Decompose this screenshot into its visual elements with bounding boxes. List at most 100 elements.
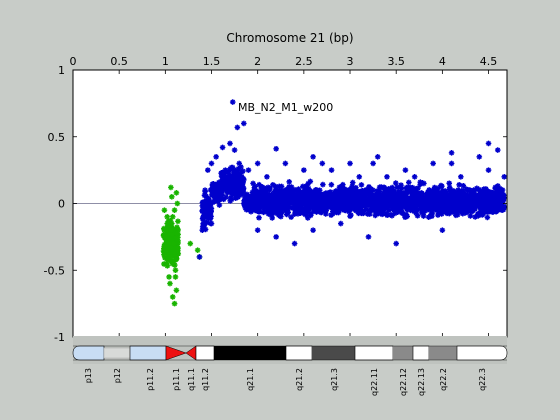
blue-series-point — [252, 207, 259, 214]
blue-series-point — [349, 179, 356, 186]
blue-series-point — [228, 180, 234, 187]
blue-series-point — [244, 200, 250, 207]
blue-series-point — [337, 220, 344, 227]
blue-series-point — [318, 203, 325, 209]
blue-series-point — [320, 181, 326, 188]
blue-series-point — [416, 200, 423, 207]
blue-series-point — [332, 188, 339, 194]
green-series-point — [171, 300, 178, 307]
blue-series-point — [227, 184, 234, 191]
blue-series-point — [462, 206, 468, 213]
blue-series-point — [278, 187, 284, 194]
blue-series-point — [456, 181, 462, 188]
blue-series-point — [304, 189, 310, 196]
band-p13 — [72, 345, 105, 361]
series-annotation: MB_N2_M1_w200 — [238, 101, 333, 114]
blue-series-point — [344, 193, 351, 200]
x-tick-label: 0 — [70, 55, 77, 68]
blue-series-point — [270, 198, 276, 204]
blue-series-point — [456, 207, 463, 213]
band-label: q22.11 — [370, 368, 379, 396]
blue-series-point — [459, 197, 466, 203]
band-label: q22.2 — [439, 368, 448, 391]
blue-series-point — [261, 208, 268, 215]
blue-series-point — [477, 192, 483, 198]
blue-series-point — [494, 147, 501, 153]
blue-series-point — [329, 201, 336, 207]
blue-series-point — [269, 202, 275, 209]
blue-series-point — [358, 188, 365, 194]
band-p12 — [103, 347, 131, 359]
blue-series-point — [361, 200, 367, 207]
blue-series-point — [348, 205, 355, 212]
blue-series-point — [243, 193, 250, 199]
blue-series-point — [376, 200, 383, 206]
blue-series-point — [459, 210, 466, 217]
blue-series-point — [426, 204, 432, 211]
blue-series-point — [311, 207, 317, 213]
blue-series-point — [242, 196, 248, 203]
blue-series-point — [363, 207, 369, 213]
band-q22-11 — [354, 345, 394, 361]
blue-series-point — [305, 185, 312, 192]
blue-series-point — [302, 194, 309, 201]
green-series-point — [169, 294, 176, 300]
blue-series-point — [301, 167, 307, 173]
x-tick-label: 2 — [254, 55, 261, 68]
blue-series-point — [456, 190, 462, 197]
band-q21-2 — [285, 345, 313, 361]
blue-series-point — [420, 213, 427, 219]
blue-series-point — [337, 203, 344, 209]
blue-series-point — [262, 188, 268, 195]
y-tick-label: -1 — [54, 331, 65, 344]
green-series-point — [168, 184, 174, 191]
blue-series-point — [443, 192, 450, 199]
blue-series-point — [386, 194, 393, 201]
blue-series-point — [431, 184, 438, 191]
blue-series-point — [375, 202, 381, 209]
blue-series-point — [319, 196, 325, 203]
green-series-point — [172, 267, 179, 274]
blue-series-point — [489, 207, 495, 214]
blue-series-point — [467, 213, 474, 219]
green-series-point — [173, 230, 180, 237]
blue-series-point — [319, 160, 326, 167]
blue-series-point — [348, 188, 355, 194]
blue-series-point — [322, 198, 328, 204]
blue-series-point — [421, 180, 427, 187]
blue-series-point — [492, 185, 499, 192]
blue-series-point — [394, 184, 400, 191]
blue-series-point — [412, 198, 419, 205]
blue-series-point — [466, 197, 473, 203]
blue-series-point — [361, 193, 367, 199]
blue-series-point — [230, 167, 237, 174]
blue-series-point — [264, 174, 270, 180]
blue-series-point — [207, 215, 213, 222]
blue-series-point — [357, 191, 363, 197]
blue-series-point — [487, 195, 493, 202]
blue-series-point — [208, 220, 215, 227]
band-q21-1 — [214, 346, 286, 360]
blue-series-point — [232, 191, 239, 197]
blue-series-point — [346, 202, 353, 209]
blue-series-point — [205, 167, 211, 173]
blue-series-point — [217, 193, 223, 199]
blue-series-point — [413, 188, 420, 194]
blue-series-point — [232, 195, 239, 201]
blue-series-point — [299, 192, 306, 199]
green-series-point — [171, 234, 177, 240]
blue-series-point — [410, 202, 417, 209]
blue-series-point — [343, 190, 349, 196]
green-series-point — [174, 200, 181, 207]
blue-series-point — [310, 153, 316, 160]
blue-series-point — [272, 187, 279, 194]
blue-series-point — [227, 140, 233, 147]
blue-series-point — [345, 188, 352, 195]
blue-series-point — [278, 205, 284, 212]
blue-series-point — [213, 153, 219, 160]
blue-series-point — [214, 192, 221, 198]
blue-series-point — [323, 203, 330, 210]
blue-series-point — [312, 200, 318, 207]
blue-series-point — [350, 191, 357, 197]
green-series-point — [168, 244, 174, 251]
